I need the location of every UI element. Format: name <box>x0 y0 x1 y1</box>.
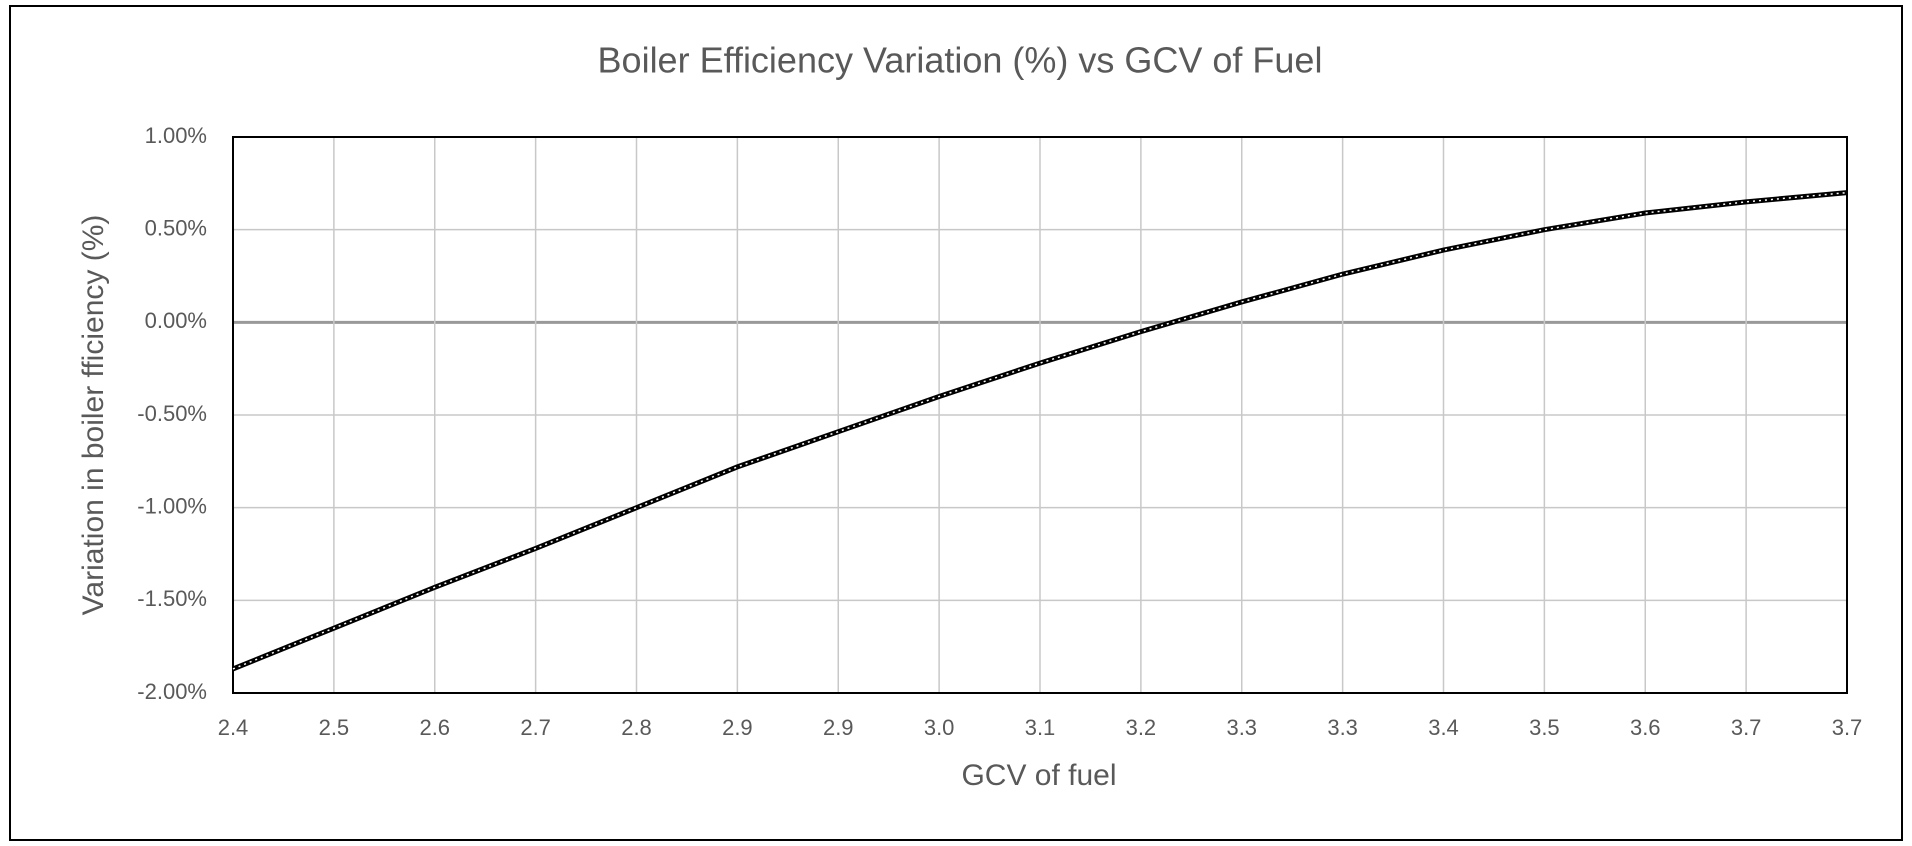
y-tick-label: -1.00% <box>137 493 207 518</box>
x-axis-title: GCV of fuel <box>961 759 1116 792</box>
x-tick-label: 3.7 <box>1832 715 1863 740</box>
x-tick-label: 3.3 <box>1327 715 1358 740</box>
series-line-dots <box>232 191 1848 670</box>
y-tick-label: 1.00% <box>145 123 207 148</box>
plot-border <box>232 136 1848 694</box>
chart-title: Boiler Efficiency Variation (%) vs GCV o… <box>598 40 1323 81</box>
x-tick-label: 2.6 <box>419 715 450 740</box>
x-tick-label: 2.8 <box>621 715 652 740</box>
x-tick-label: 2.4 <box>218 715 249 740</box>
x-tick-label: 3.7 <box>1731 715 1762 740</box>
x-tick-label: 2.5 <box>319 715 350 740</box>
y-tick-label: -1.50% <box>137 586 207 611</box>
y-tick-label: 0.00% <box>145 308 207 333</box>
y-axis-title: Variation in boiler fficiency (%) <box>77 215 110 616</box>
y-tick-label: 0.50% <box>145 215 207 240</box>
x-tick-label: 3.2 <box>1126 715 1157 740</box>
x-tick-label: 2.9 <box>722 715 753 740</box>
x-tick-label: 3.0 <box>924 715 955 740</box>
x-tick-label: 3.4 <box>1428 715 1459 740</box>
x-tick-label: 3.3 <box>1226 715 1257 740</box>
y-tick-label: -2.00% <box>137 679 207 704</box>
x-tick-label: 2.7 <box>520 715 551 740</box>
x-tick-label: 2.9 <box>823 715 854 740</box>
x-tick-label: 3.1 <box>1025 715 1056 740</box>
chart-border <box>9 5 1903 841</box>
x-tick-label: 3.6 <box>1630 715 1661 740</box>
y-tick-label: -0.50% <box>137 401 207 426</box>
x-tick-label: 3.5 <box>1529 715 1560 740</box>
